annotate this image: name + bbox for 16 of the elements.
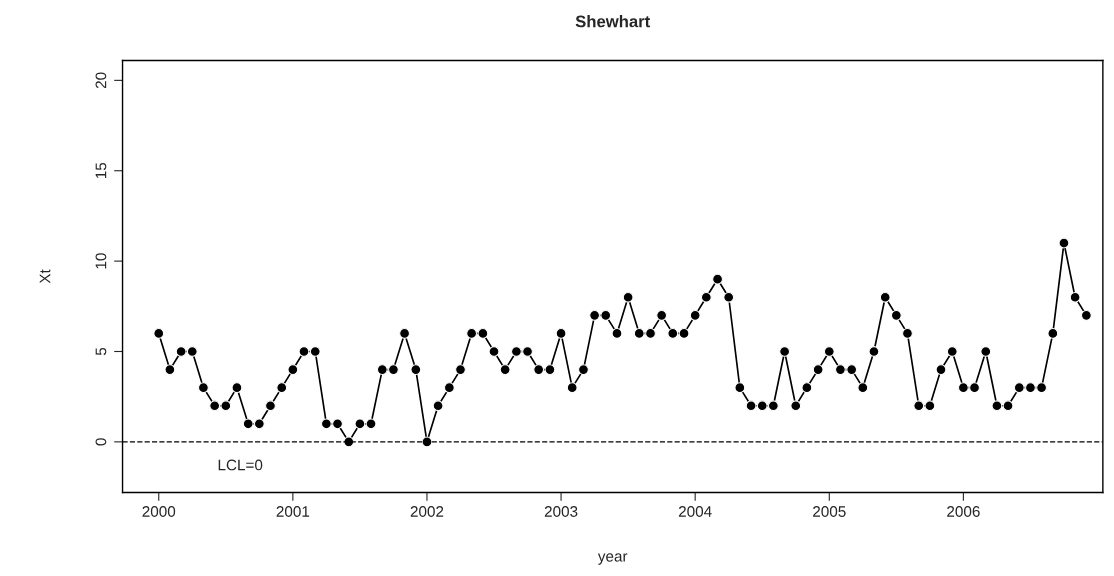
y-tick-label: 20	[95, 72, 107, 89]
x-tick-label: 2004	[678, 506, 712, 517]
x-tick-label: 2000	[142, 506, 176, 517]
y-axis-title: Xt	[39, 269, 51, 284]
x-tick-label: 2002	[410, 506, 444, 517]
x-tick-label: 2005	[813, 506, 846, 517]
x-tick-label: 2003	[544, 506, 578, 517]
y-tick-label: 10	[95, 253, 107, 269]
x-tick-label: 2001	[276, 506, 310, 517]
y-tick-label: 5	[95, 347, 107, 356]
y-tick-label: 15	[95, 162, 107, 179]
ref-line-label: LCL=0	[218, 459, 263, 471]
y-tick-label: 0	[95, 438, 107, 446]
x-tick-label: 2006	[947, 506, 980, 517]
x-axis-title: year	[597, 553, 628, 565]
chart-title: Shewhart	[575, 15, 651, 28]
